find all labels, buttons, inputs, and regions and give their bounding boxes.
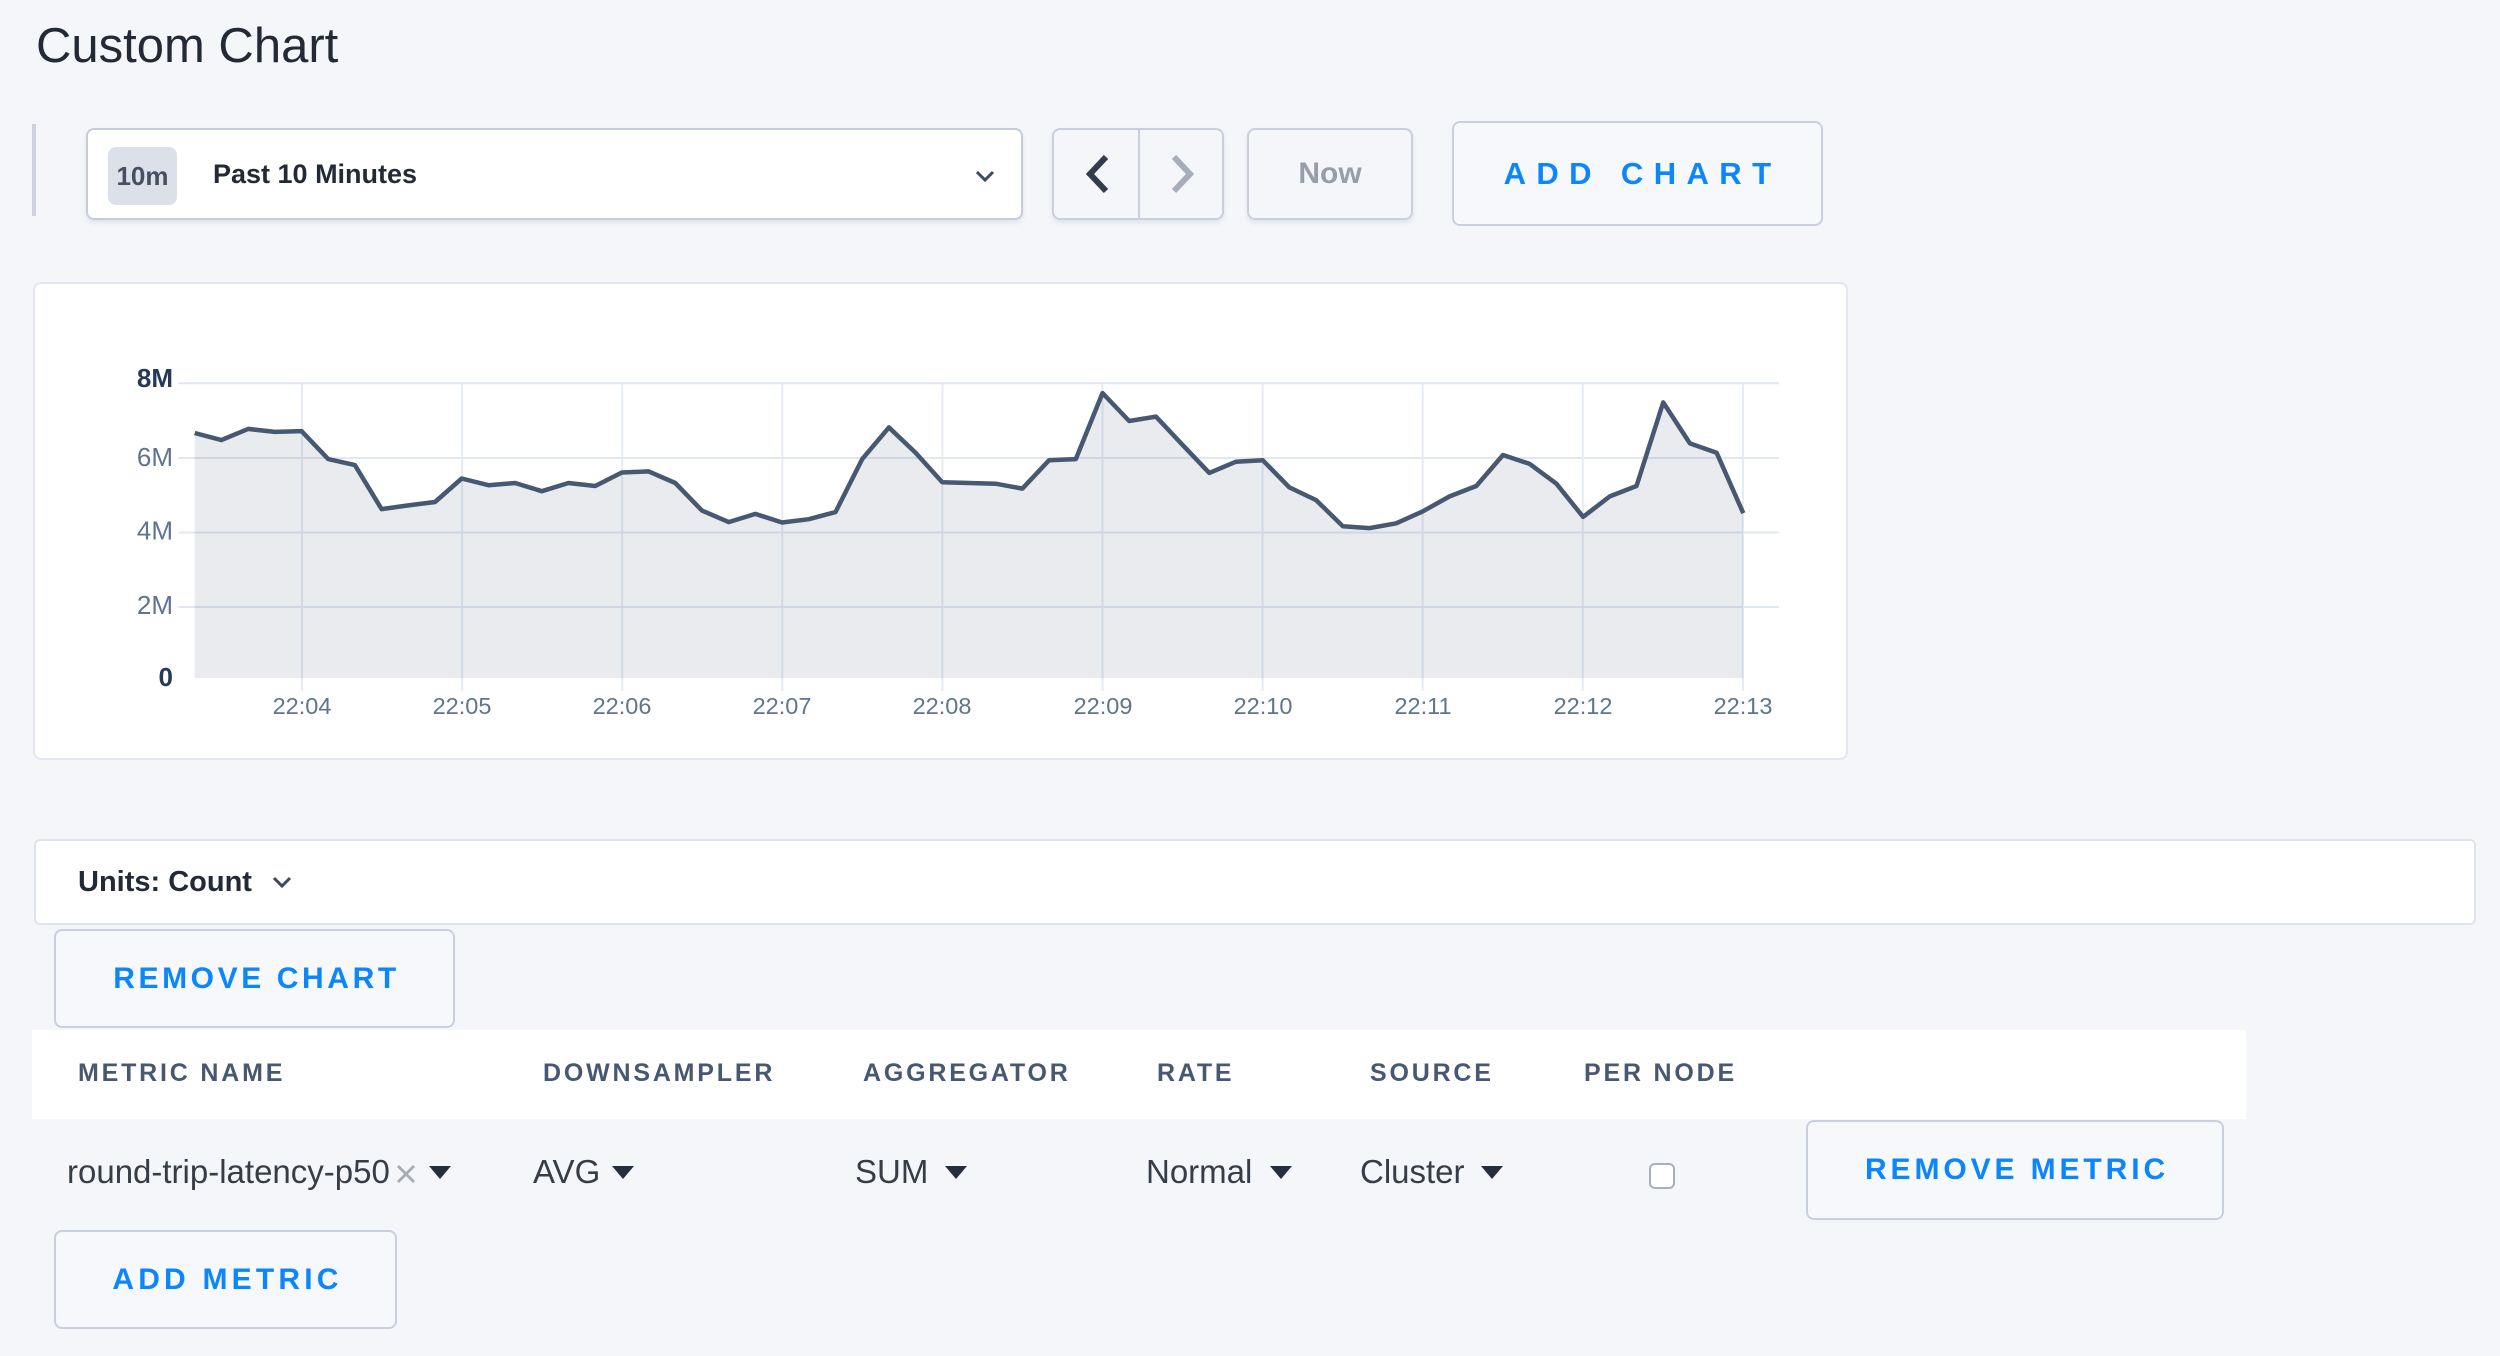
svg-text:8M: 8M	[137, 363, 173, 393]
svg-text:22:07: 22:07	[753, 693, 812, 719]
svg-text:22:10: 22:10	[1234, 693, 1293, 719]
svg-text:22:11: 22:11	[1394, 693, 1451, 719]
svg-text:22:09: 22:09	[1074, 693, 1133, 719]
svg-text:22:04: 22:04	[273, 693, 332, 719]
svg-text:2M: 2M	[137, 590, 173, 620]
svg-text:0: 0	[159, 662, 173, 692]
svg-text:4M: 4M	[137, 516, 173, 546]
svg-text:6M: 6M	[137, 442, 173, 472]
svg-text:22:08: 22:08	[913, 693, 972, 719]
svg-text:22:12: 22:12	[1554, 693, 1613, 719]
svg-text:22:13: 22:13	[1714, 693, 1773, 719]
svg-text:22:06: 22:06	[593, 693, 652, 719]
svg-text:22:05: 22:05	[433, 693, 492, 719]
